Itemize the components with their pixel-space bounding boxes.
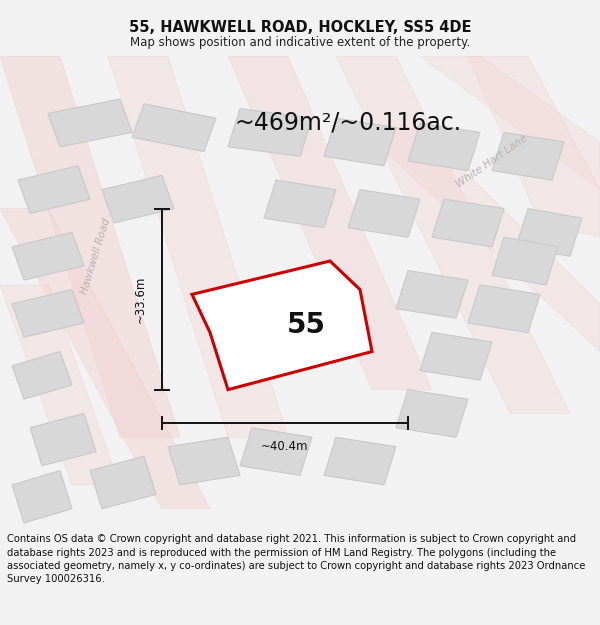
Text: ~33.6m: ~33.6m	[134, 276, 147, 323]
Polygon shape	[12, 289, 84, 338]
Polygon shape	[396, 271, 468, 318]
Polygon shape	[468, 285, 540, 332]
Polygon shape	[492, 132, 564, 180]
Polygon shape	[324, 118, 396, 166]
Text: White Hart Lane: White Hart Lane	[224, 321, 304, 382]
Text: ~469m²/~0.116ac.: ~469m²/~0.116ac.	[235, 111, 461, 135]
Polygon shape	[102, 175, 174, 223]
Polygon shape	[12, 471, 72, 523]
Polygon shape	[0, 56, 180, 438]
Polygon shape	[90, 456, 156, 509]
Polygon shape	[360, 127, 600, 351]
Polygon shape	[324, 438, 396, 485]
Polygon shape	[516, 209, 582, 256]
Polygon shape	[240, 428, 312, 476]
Polygon shape	[264, 180, 336, 228]
Polygon shape	[492, 238, 558, 285]
Polygon shape	[228, 109, 312, 156]
Polygon shape	[396, 389, 468, 438]
Polygon shape	[168, 438, 240, 485]
Polygon shape	[336, 56, 570, 414]
Text: 55, HAWKWELL ROAD, HOCKLEY, SS5 4DE: 55, HAWKWELL ROAD, HOCKLEY, SS5 4DE	[129, 20, 471, 35]
Text: Hawkwell Road: Hawkwell Road	[80, 217, 112, 296]
Polygon shape	[0, 209, 210, 509]
Polygon shape	[12, 232, 84, 280]
Polygon shape	[18, 166, 90, 213]
Polygon shape	[108, 56, 288, 438]
Polygon shape	[30, 414, 96, 466]
Polygon shape	[432, 199, 504, 247]
Polygon shape	[468, 56, 600, 238]
Text: Map shows position and indicative extent of the property.: Map shows position and indicative extent…	[130, 36, 470, 49]
Polygon shape	[12, 351, 72, 399]
Polygon shape	[48, 99, 132, 147]
Polygon shape	[420, 56, 600, 189]
Polygon shape	[228, 56, 432, 389]
Polygon shape	[420, 332, 492, 380]
Text: White Hart Lane: White Hart Lane	[455, 132, 529, 189]
Polygon shape	[192, 261, 372, 389]
Polygon shape	[132, 104, 216, 151]
Text: 55: 55	[287, 311, 325, 339]
Polygon shape	[0, 285, 120, 485]
Text: ~40.4m: ~40.4m	[261, 439, 309, 452]
Text: Contains OS data © Crown copyright and database right 2021. This information is : Contains OS data © Crown copyright and d…	[7, 534, 586, 584]
Polygon shape	[408, 123, 480, 171]
Polygon shape	[348, 189, 420, 238]
